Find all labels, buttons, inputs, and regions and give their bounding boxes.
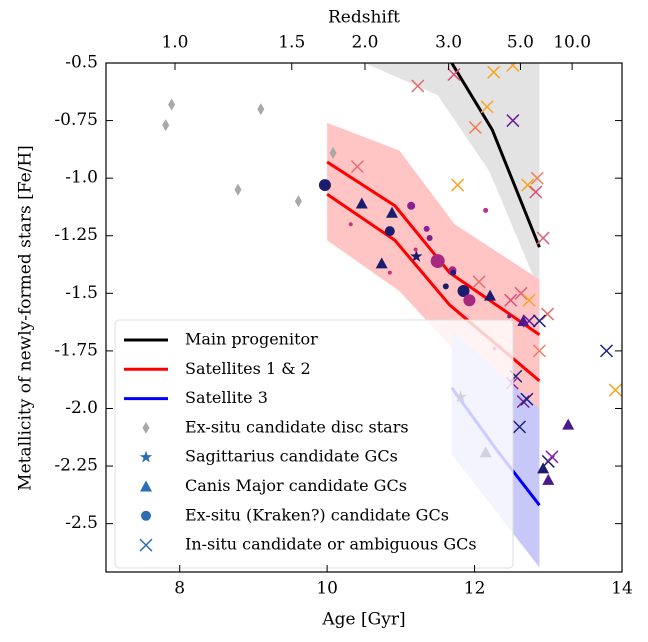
- point: [483, 207, 489, 213]
- y-tick-label: -2.5: [65, 513, 98, 533]
- legend-marker: [139, 538, 153, 552]
- y-tick-label: -2.25: [54, 456, 98, 476]
- y-tick-label: -1.0: [65, 168, 98, 188]
- point: [504, 293, 518, 307]
- point: [411, 79, 425, 93]
- point: [484, 289, 497, 301]
- point: [350, 160, 364, 174]
- point: [487, 65, 501, 79]
- point: [506, 63, 520, 72]
- point: [234, 183, 242, 196]
- legend-label: Ex-situ (Kraken?) candidate GCs: [185, 505, 449, 524]
- legend-label: Main progenitor: [185, 330, 318, 349]
- point: [521, 178, 535, 192]
- point: [520, 392, 534, 406]
- y-tick-label: -1.5: [65, 283, 98, 303]
- point: [472, 275, 486, 289]
- point: [522, 314, 536, 328]
- point: [413, 247, 418, 252]
- point: [430, 254, 445, 269]
- y-tick-label: -0.5: [65, 53, 98, 73]
- x2-tick-label: 3.0: [435, 33, 462, 53]
- x-tick-label: 14: [611, 579, 633, 599]
- point: [537, 462, 550, 474]
- point: [536, 231, 550, 245]
- point: [522, 293, 536, 307]
- x2-tick-label: 2.0: [351, 33, 378, 53]
- point: [507, 314, 512, 319]
- point: [480, 100, 494, 114]
- point: [257, 103, 265, 116]
- point: [530, 171, 544, 185]
- y-tick-label: -0.75: [54, 110, 98, 130]
- point: [387, 270, 392, 275]
- point: [329, 146, 337, 159]
- y-tick-label: -1.75: [54, 340, 98, 360]
- point: [426, 235, 433, 242]
- point: [562, 418, 575, 430]
- x2-axis-label: Redshift: [328, 8, 400, 28]
- band: [364, 63, 540, 292]
- point: [355, 197, 368, 209]
- legend-label: In-situ candidate or ambiguous GCs: [185, 535, 477, 554]
- legend-marker: [142, 421, 150, 434]
- legend-marker: [140, 480, 152, 492]
- axes-frame: [105, 62, 623, 573]
- x-tick-label: 12: [464, 579, 486, 599]
- point: [423, 225, 430, 232]
- point: [410, 249, 423, 262]
- x-axis-label: Age [Gyr]: [321, 610, 405, 630]
- point: [447, 67, 461, 82]
- point: [348, 222, 353, 227]
- point: [532, 344, 546, 358]
- point: [514, 286, 528, 300]
- x-tick-label: 8: [174, 579, 185, 599]
- point: [442, 283, 449, 290]
- point: [513, 420, 527, 434]
- point: [450, 269, 457, 276]
- point: [608, 383, 622, 397]
- x2-tick-label: 5.0: [507, 33, 534, 53]
- point: [168, 98, 176, 111]
- point: [599, 344, 614, 358]
- point: [506, 114, 520, 128]
- point: [294, 195, 302, 208]
- point: [468, 120, 482, 135]
- x2-tick-label: 1.0: [161, 33, 188, 53]
- legend-label: Satellite 3: [185, 388, 268, 407]
- point: [407, 201, 416, 210]
- legend-label: Sagittarius candidate GCs: [185, 447, 398, 466]
- legend-label: Ex-situ candidate disc stars: [185, 417, 409, 436]
- point: [457, 285, 470, 298]
- point: [162, 119, 170, 132]
- legend-marker: [141, 510, 151, 521]
- point: [384, 226, 395, 237]
- point: [375, 257, 388, 269]
- legend-label: Satellites 1 & 2: [185, 359, 311, 378]
- point: [542, 473, 555, 485]
- point: [545, 450, 559, 464]
- point: [451, 178, 465, 192]
- point: [529, 185, 543, 199]
- legend-label: Canis Major candidate GCs: [185, 476, 407, 495]
- x2-tick-label: 10.0: [553, 33, 591, 53]
- point: [386, 206, 399, 218]
- legend-marker: [139, 450, 153, 463]
- line: [450, 63, 541, 248]
- point: [318, 179, 331, 192]
- line: [326, 160, 541, 337]
- y-tick-label: -2.0: [65, 398, 98, 418]
- x-tick-label: 10: [316, 579, 338, 599]
- x2-tick-label: 1.5: [278, 33, 305, 53]
- legend: Main progenitor Satellites 1 & 2 Satellite…: [114, 319, 514, 569]
- y-tick-label: -1.25: [54, 225, 98, 245]
- y-axis-label: Metallicity of newly-formed stars [Fe/H]: [16, 145, 36, 491]
- legend-box: [114, 319, 514, 569]
- point: [463, 294, 476, 307]
- point: [532, 314, 546, 328]
- point: [541, 307, 555, 321]
- point: [516, 395, 530, 409]
